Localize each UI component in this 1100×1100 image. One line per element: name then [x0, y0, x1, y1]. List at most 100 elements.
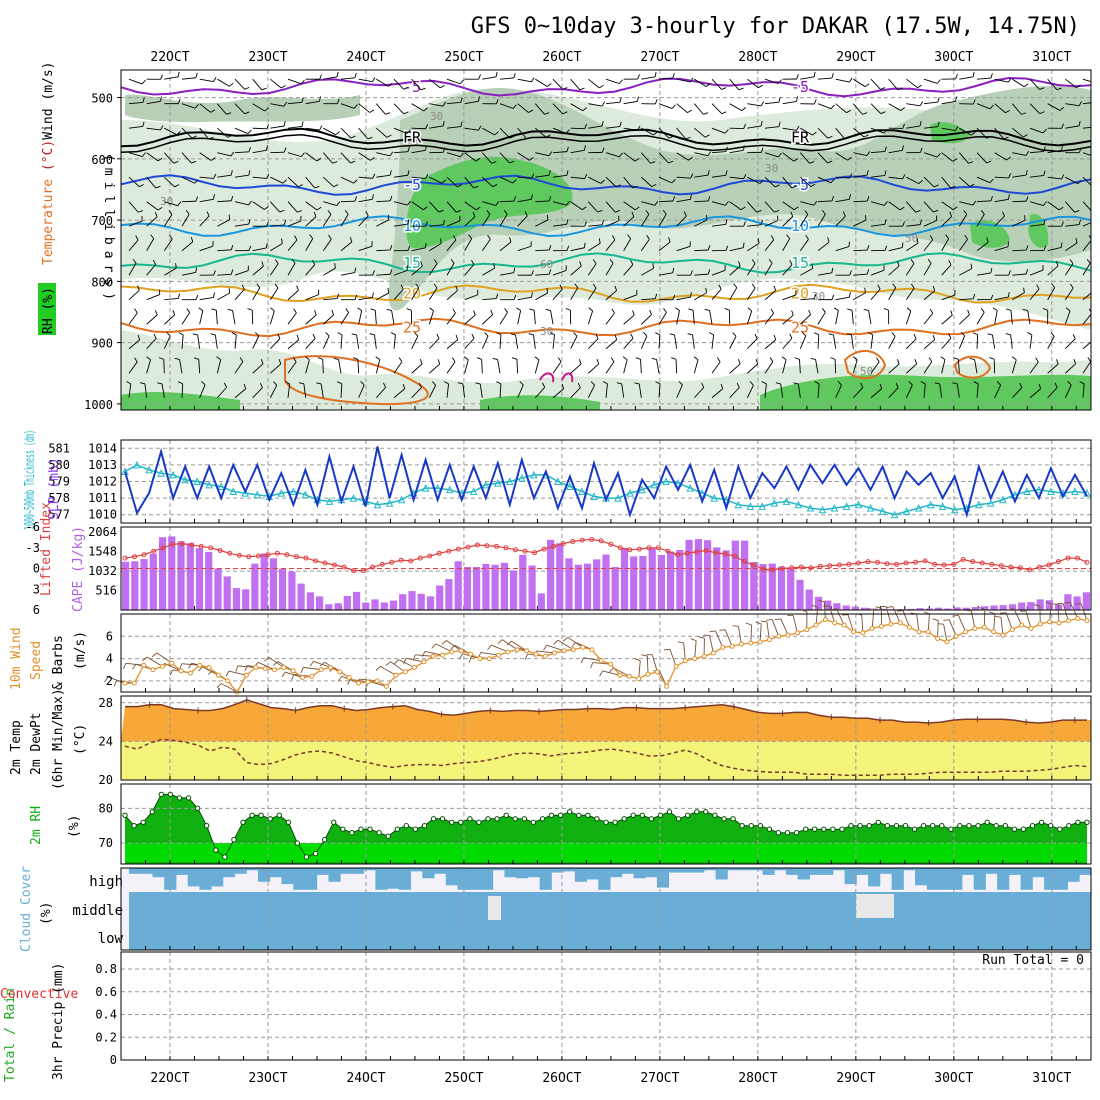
wind-barb-flag: [637, 96, 639, 102]
wind-barb: [693, 359, 699, 374]
cloud-high-bar: [422, 868, 435, 879]
wind-barb-flag: [1003, 136, 1009, 140]
wind-barb-flag: [126, 381, 132, 385]
thickness-marker: [902, 507, 911, 515]
wind-barb: [1082, 361, 1091, 374]
wind-barb: [340, 241, 353, 252]
wind-barb-flag: [687, 109, 693, 113]
li-marker: [541, 546, 547, 552]
wind10-marker: [131, 680, 137, 686]
wind-barb-flag: [915, 210, 921, 213]
wind-barb: [146, 359, 151, 374]
wind10-barb: [1080, 603, 1088, 621]
wind-barb: [570, 149, 585, 154]
cloud-high-bar: [316, 868, 329, 875]
wind-barb: [482, 127, 495, 136]
wind-barb-flag: [902, 123, 905, 129]
wind-barb-flag: [842, 211, 846, 217]
wind-barb-flag: [645, 210, 650, 215]
cloud-high-bar: [469, 868, 482, 890]
wind-barb-flag: [439, 238, 442, 244]
wind10-marker: [271, 667, 277, 673]
wind-barb-flag: [557, 357, 562, 363]
wind-barb-flag: [1025, 196, 1029, 202]
wind10-barb: [780, 618, 789, 636]
wind-barb: [888, 336, 896, 349]
rh2m-marker: [1038, 819, 1045, 825]
wind-barb-flag: [283, 101, 288, 107]
cloud-high-bar: [492, 868, 505, 871]
wind-barb: [534, 103, 545, 115]
cloud-high-bar: [598, 868, 611, 890]
wind10-marker: [1084, 618, 1090, 624]
wind-barb: [729, 201, 742, 211]
wind-barb: [499, 200, 515, 203]
wind-barb-flag: [725, 219, 728, 225]
wind-barb: [588, 78, 600, 89]
li-marker: [455, 546, 461, 552]
wind-barb: [181, 103, 196, 109]
wind-barb: [252, 265, 264, 276]
wind-barb: [181, 77, 196, 80]
wind-barb-flag: [495, 99, 499, 104]
wind-barb: [464, 152, 477, 162]
wind-barb-flag: [274, 283, 279, 289]
wind10-marker: [888, 621, 894, 627]
rh2m-marker: [158, 791, 165, 798]
cape-bar: [408, 591, 416, 610]
wind-barb-flag: [519, 381, 524, 386]
wind-barb: [287, 339, 300, 350]
cape-bar: [962, 607, 970, 610]
wind10-barb: [125, 662, 144, 666]
wind-barb: [252, 387, 263, 399]
rh2m-marker: [612, 819, 618, 825]
wind-barb: [923, 78, 938, 84]
wind-barb: [535, 273, 550, 276]
wind-barb: [375, 103, 386, 115]
thickness-marker: [1023, 487, 1031, 495]
wind-barb: [411, 176, 426, 179]
li-marker: [922, 558, 928, 564]
rh2m-marker: [403, 823, 409, 829]
thickness-marker: [133, 460, 141, 469]
wind-barb: [269, 263, 279, 276]
wind10-marker: [1037, 621, 1043, 627]
wind10-barb-flag: [732, 625, 739, 627]
wind-barb: [976, 312, 985, 325]
wind-barb: [817, 200, 833, 203]
li-marker: [389, 559, 395, 565]
wind-barb-flag: [562, 87, 568, 90]
wind-barb-flag: [1056, 359, 1059, 365]
rh2m-marker: [249, 812, 255, 818]
panel-frame: [120, 695, 1092, 781]
wind-barb-flag: [830, 104, 835, 109]
panel-frame: [120, 69, 1092, 411]
cape-bar: [537, 593, 545, 610]
wind-barb-flag: [705, 287, 707, 293]
wind-barb-flag: [794, 357, 800, 360]
thickness-marker: [1035, 485, 1043, 494]
wind-barb-flag: [285, 381, 290, 385]
wind10-label-1: 10m Wind: [9, 627, 24, 690]
cloud-high-bar: [586, 868, 599, 880]
rh2m-marker: [948, 826, 954, 832]
wind-barb-flag: [948, 260, 952, 266]
wind-barb: [464, 238, 473, 251]
rh2m-marker: [1057, 826, 1063, 832]
wind-barb-flag: [908, 381, 913, 386]
wind-barb-flag: [328, 234, 332, 240]
wind-barb: [517, 198, 532, 203]
cloud-high-bar: [703, 868, 717, 871]
wind10-barb-flag: [337, 676, 343, 682]
cape-bar: [473, 567, 481, 610]
cloud-high-bar: [879, 868, 892, 874]
wind-barb: [1064, 310, 1071, 325]
cloud-high-bar: [363, 868, 376, 871]
wind-barb: [552, 269, 567, 276]
wind-barb: [552, 201, 567, 206]
pressure-tick: 800: [91, 275, 113, 289]
rh2m-marker: [476, 819, 482, 825]
cloud-high-bar: [938, 868, 951, 890]
